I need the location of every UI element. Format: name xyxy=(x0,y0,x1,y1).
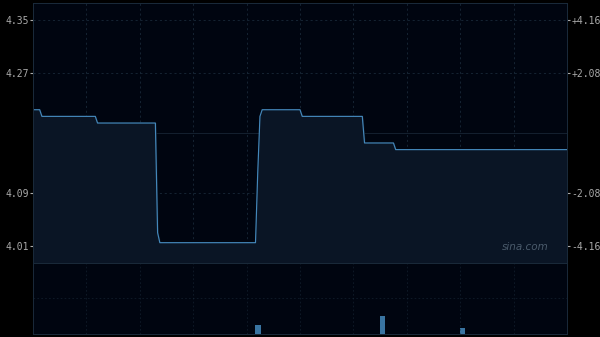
Text: sina.com: sina.com xyxy=(502,242,548,252)
Bar xyxy=(460,328,465,334)
Bar xyxy=(255,325,260,334)
Bar xyxy=(380,316,385,334)
